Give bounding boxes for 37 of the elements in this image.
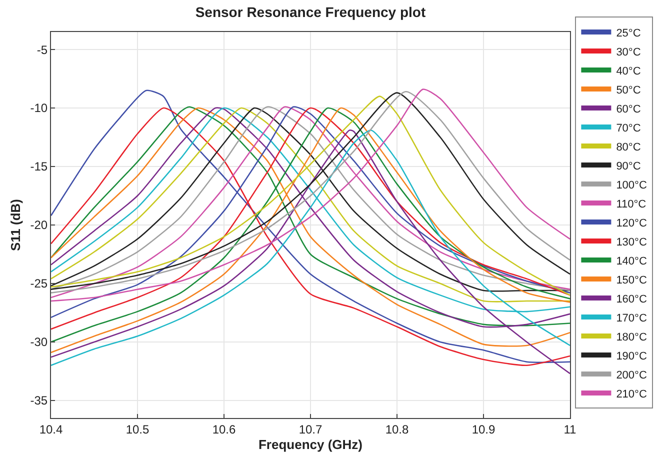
legend-label: 140°C: [616, 255, 647, 268]
legend-label: 70°C: [616, 122, 641, 134]
legend-label: 100°C: [616, 179, 647, 192]
y-tick-label: -30: [30, 335, 48, 350]
legend-label: 170°C: [616, 312, 647, 324]
y-tick-label: -5: [36, 42, 48, 57]
legend-label: 25°C: [616, 27, 641, 40]
y-tick-label: -10: [30, 101, 48, 116]
legend-label: 200°C: [616, 369, 647, 382]
legend-label: 210°C: [616, 388, 647, 400]
legend-label: 50°C: [616, 84, 641, 96]
x-tick-label: 10.5: [126, 422, 150, 436]
legend-label: 190°C: [616, 350, 647, 362]
y-axis-title: S11 (dB): [8, 198, 24, 252]
legend-label: 60°C: [616, 103, 641, 116]
legend-label: 80°C: [616, 141, 641, 154]
y-tick-label: -25: [30, 276, 48, 291]
x-tick-label: 10.7: [298, 422, 322, 436]
x-tick-label: 11: [564, 422, 577, 436]
legend-label: 130°C: [616, 236, 647, 248]
y-tick-label: -35: [30, 394, 48, 408]
x-tick-label: 10.9: [472, 422, 496, 436]
legend-label: 180°C: [616, 331, 647, 344]
y-tick-label: -15: [30, 160, 48, 174]
legend-label: 150°C: [616, 274, 647, 286]
legend-label: 40°C: [616, 65, 641, 78]
legend-label: 90°C: [616, 160, 641, 172]
chart-title: Sensor Resonance Frequency plot: [195, 4, 426, 20]
legend-label: 110°C: [616, 198, 646, 210]
legend-label: 160°C: [616, 293, 647, 306]
x-tick-label: 10.4: [39, 422, 63, 436]
legend-label: 120°C: [616, 217, 647, 230]
x-tick-label: 10.6: [212, 422, 236, 436]
x-tick-label: 10.8: [385, 422, 409, 436]
legend-label: 30°C: [616, 46, 641, 58]
x-axis-title: Frequency (GHz): [258, 437, 363, 452]
y-tick-label: -20: [30, 218, 48, 232]
